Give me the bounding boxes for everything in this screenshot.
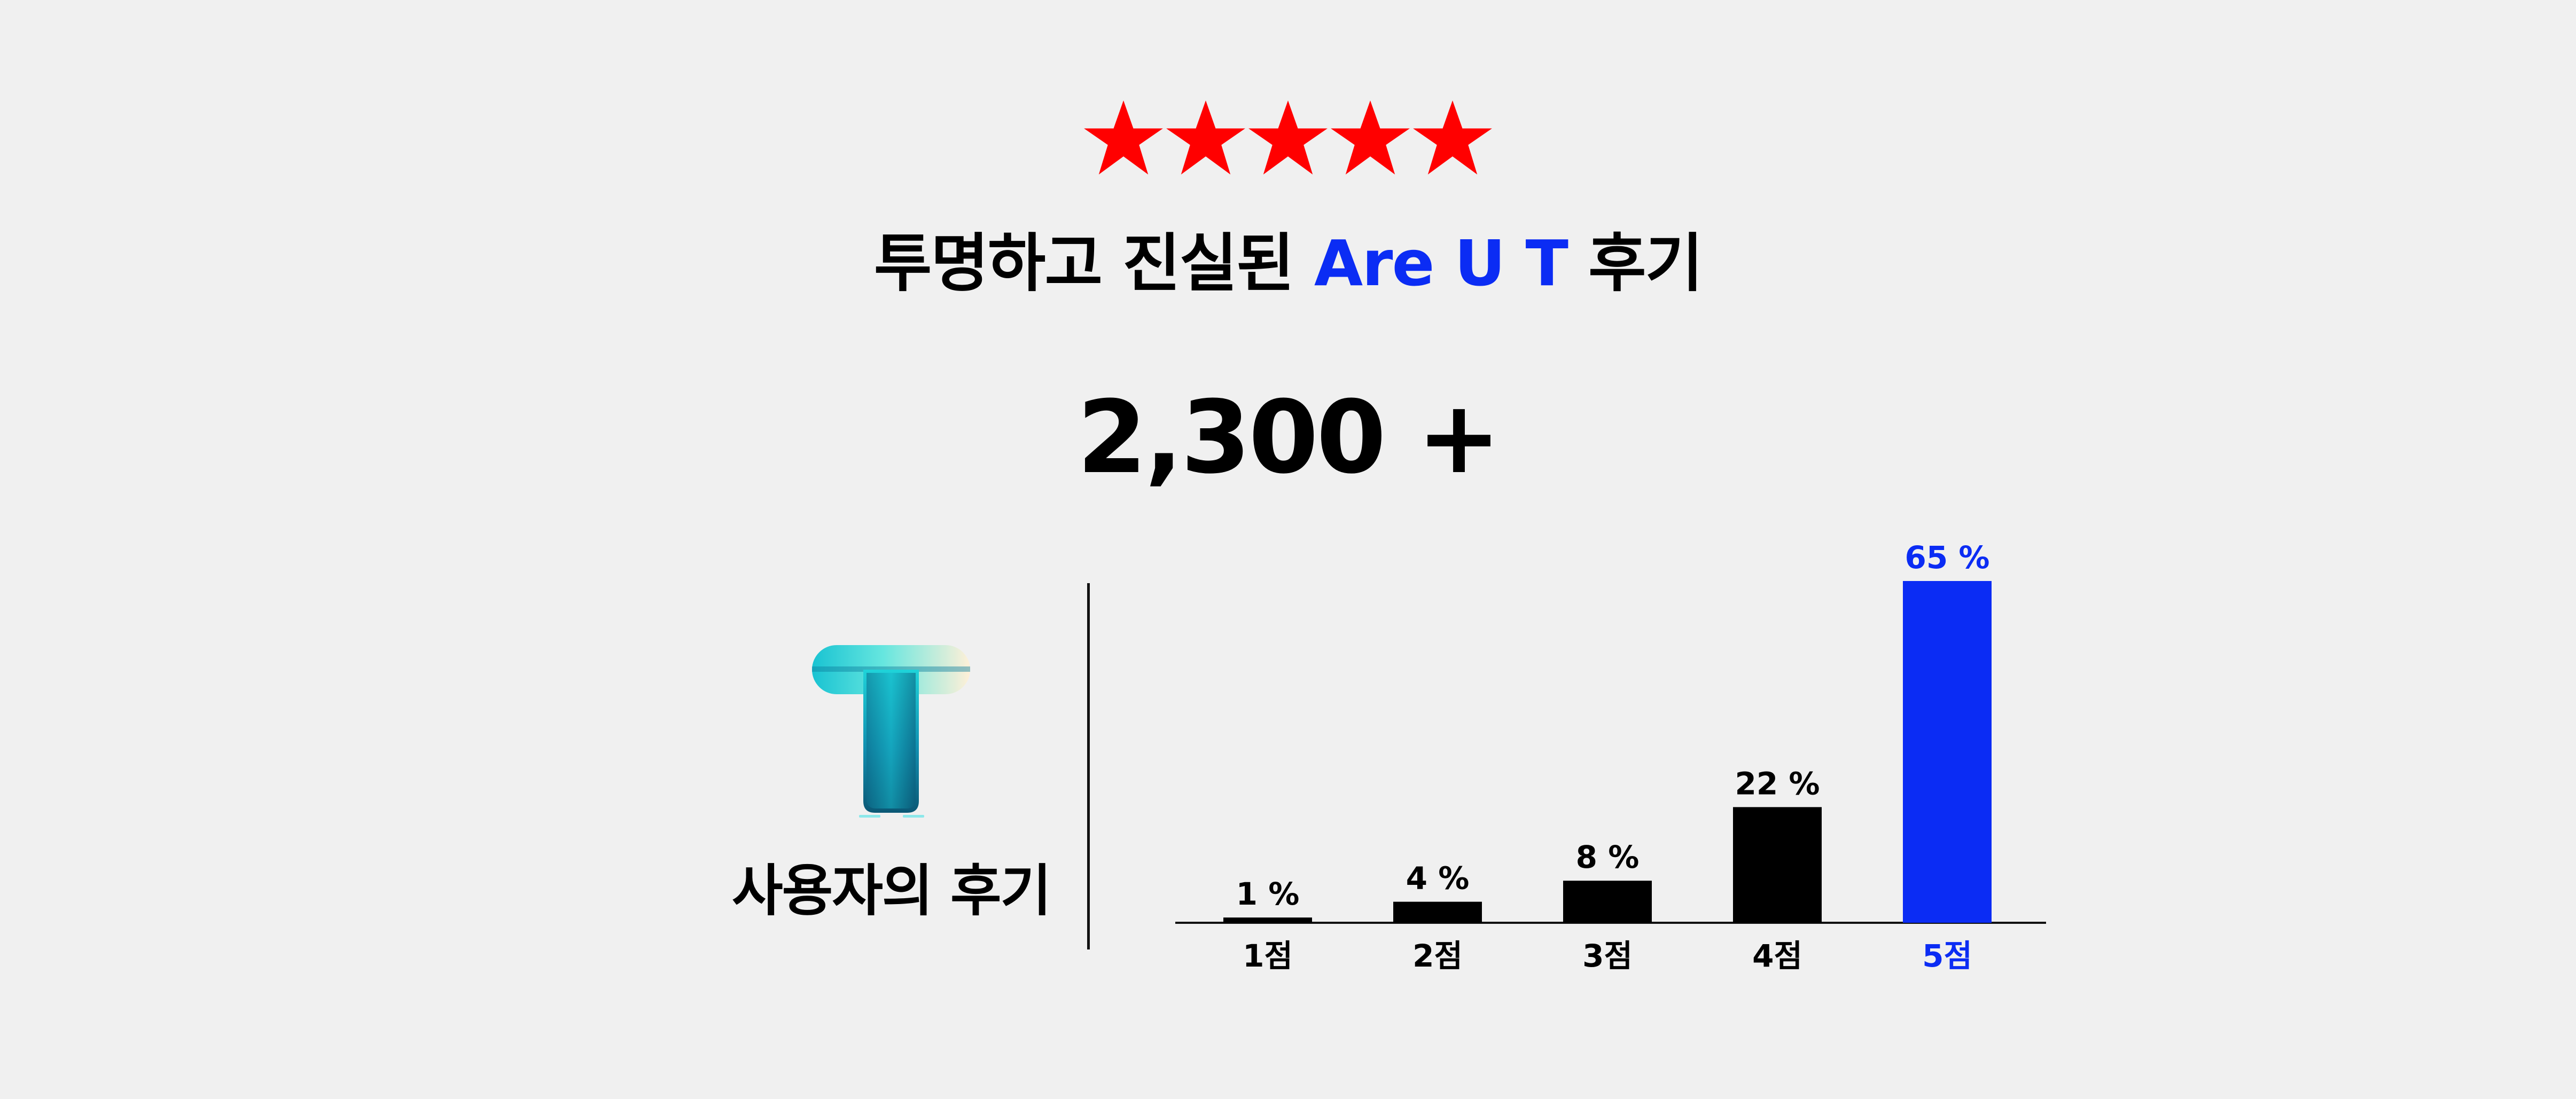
data-label: 1 %	[1236, 876, 1300, 912]
title-suffix: 후기	[1588, 226, 1702, 300]
vertical-divider	[1087, 583, 1090, 949]
data-label: 4 %	[1406, 860, 1470, 897]
data-label: 8 %	[1576, 839, 1640, 875]
bar-chart: 1 % 1점 4 % 2점 8 % 3점 22 % 4점 65 % 5점	[1165, 534, 2051, 993]
bar-3점	[1563, 881, 1652, 923]
bar-2점	[1393, 902, 1482, 923]
star-icon	[1411, 93, 1494, 184]
bar-1점	[1223, 917, 1312, 923]
page-title: 투명하고 진실된 Are U T 후기	[0, 218, 2576, 309]
x-tick-label: 3점	[1582, 938, 1633, 974]
user-reviews-label: 사용자의 후기	[732, 853, 1052, 928]
title-prefix: 투명하고 진실된	[874, 226, 1293, 300]
star-icon	[1165, 93, 1247, 184]
star-icon	[1082, 93, 1165, 184]
brand-name: Are U T	[1314, 226, 1567, 300]
star-icon	[1329, 93, 1411, 184]
bar-4점	[1733, 807, 1822, 923]
data-label: 65 %	[1904, 539, 1989, 576]
x-tick-label: 2점	[1412, 938, 1463, 974]
five-star-rating	[0, 93, 2576, 192]
x-tick-label: 4점	[1752, 938, 1802, 974]
bar-5점	[1903, 581, 1992, 923]
review-count: 2,300 +	[0, 374, 2576, 502]
rating-distribution-chart: 1 % 1점 4 % 2점 8 % 3점 22 % 4점 65 % 5점	[1165, 534, 2051, 993]
are-u-t-logo	[811, 641, 971, 822]
data-label: 22 %	[1735, 765, 1820, 802]
x-tick-label: 1점	[1243, 938, 1293, 974]
x-tick-label: 5점	[1922, 938, 1972, 974]
star-icon	[1247, 93, 1329, 184]
